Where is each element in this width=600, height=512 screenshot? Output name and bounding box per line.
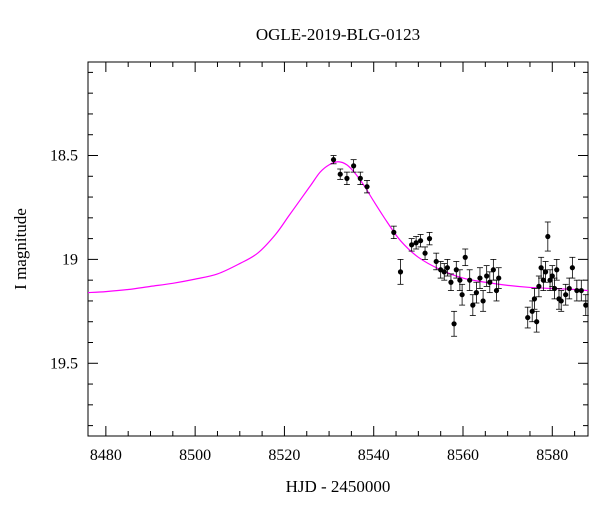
data-point [495, 267, 502, 289]
data-point [350, 159, 357, 173]
data-point [490, 258, 497, 281]
data-point [343, 171, 350, 185]
data-point [413, 236, 420, 250]
data-point [444, 258, 451, 277]
data-point [422, 246, 429, 260]
data-point [364, 180, 371, 194]
data-point [437, 261, 444, 279]
data-point [549, 265, 556, 287]
data-point [531, 288, 538, 310]
x-tick-label: 8480 [90, 447, 122, 464]
data-point [558, 290, 565, 312]
data-point [459, 283, 466, 306]
data-point [330, 155, 337, 165]
data-point [476, 267, 483, 289]
data-point [542, 261, 549, 283]
data-point [337, 168, 344, 180]
x-axis-ticks: 8480 8500 8520 8540 8560 8580 [90, 62, 576, 464]
data-point [553, 258, 560, 281]
data-point [451, 310, 458, 337]
model-curve-layer [87, 161, 589, 294]
data-point [441, 263, 448, 281]
data-point [426, 231, 433, 246]
plot-frame [87, 61, 589, 437]
data-point [562, 283, 569, 306]
y-axis-ticks: 18.5 19 19.5 [50, 71, 588, 427]
data-point [480, 290, 487, 312]
data-point [535, 275, 542, 298]
data-point [540, 269, 547, 291]
data-points-layer [330, 155, 589, 337]
data-point [533, 310, 540, 333]
x-tick-label: 8580 [536, 447, 568, 464]
x-tick-label: 8540 [358, 447, 390, 464]
data-point [578, 279, 585, 302]
data-point [357, 171, 364, 185]
data-point [466, 269, 473, 291]
data-point [390, 225, 397, 240]
data-point [408, 238, 415, 252]
y-tick-label: 19.5 [50, 355, 78, 372]
data-point [547, 269, 554, 291]
data-point [524, 306, 531, 329]
data-point [397, 258, 404, 285]
data-point [569, 256, 576, 279]
data-point [456, 269, 463, 291]
data-point [483, 265, 490, 287]
data-point [566, 277, 573, 300]
y-tick-label: 19 [62, 251, 78, 268]
data-point [447, 273, 454, 291]
data-point [453, 261, 460, 279]
model-curve [87, 161, 589, 294]
data-point [544, 221, 551, 252]
data-point [473, 281, 480, 304]
data-point [462, 248, 469, 267]
y-axis-label: I magnitude [11, 208, 30, 290]
x-tick-label: 8560 [447, 447, 479, 464]
x-tick-label: 8520 [268, 447, 300, 464]
y-tick-label: 18.5 [50, 148, 78, 165]
chart-title: OGLE-2019-BLG-0123 [256, 25, 420, 44]
data-point [582, 294, 589, 316]
data-point [469, 294, 476, 316]
data-point [538, 256, 545, 279]
x-tick-label: 8500 [179, 447, 211, 464]
data-point [486, 271, 493, 294]
x-axis-label: HJD - 2450000 [286, 477, 391, 496]
